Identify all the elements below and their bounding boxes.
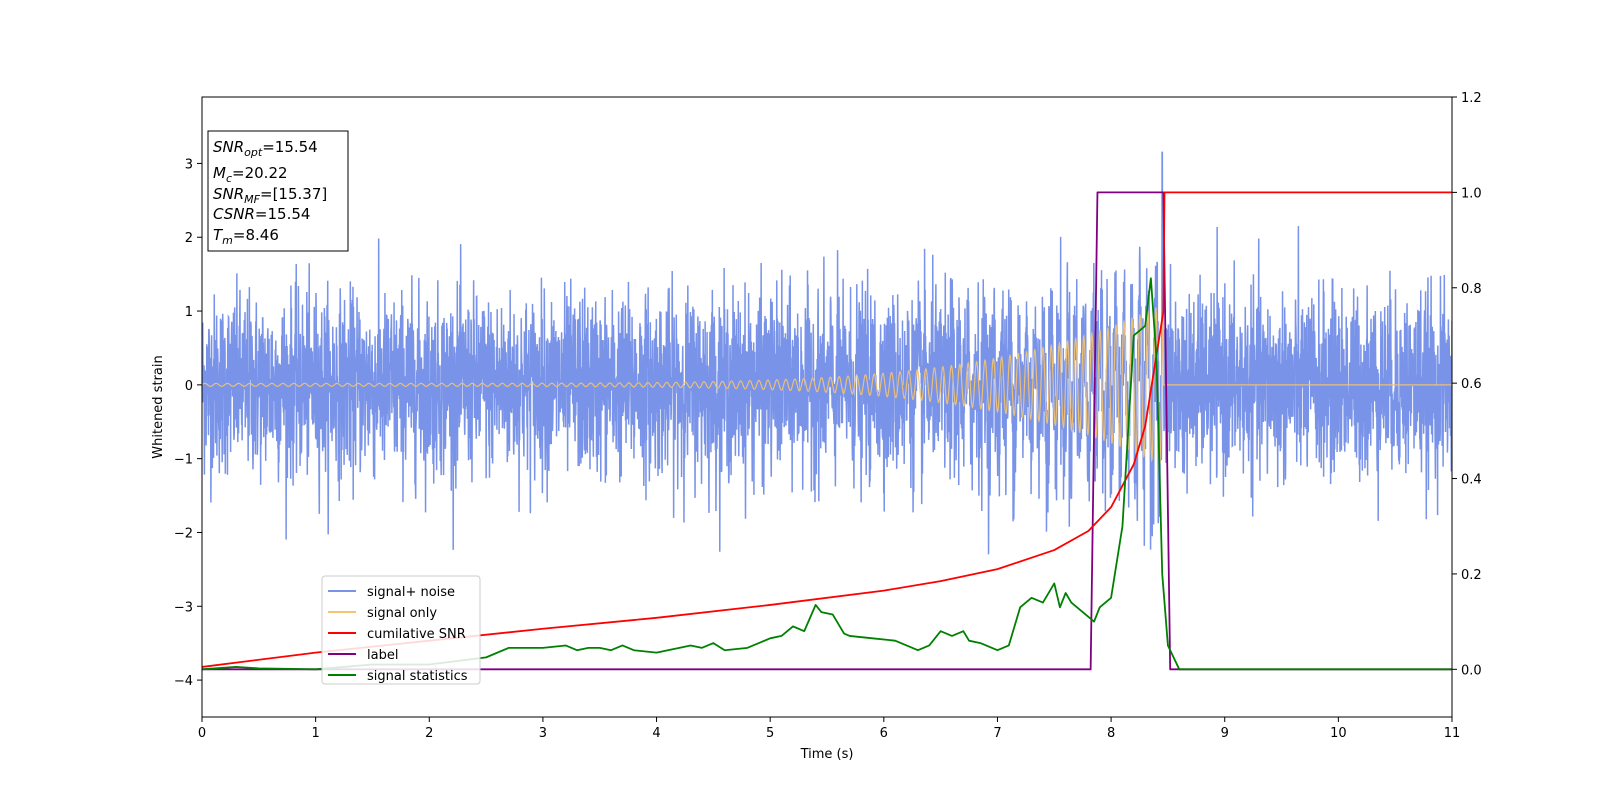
x-tick-label: 5 xyxy=(766,726,774,741)
y-left-tick-label: 2 xyxy=(185,231,193,246)
x-tick-label: 9 xyxy=(1221,726,1229,741)
y-left-tick-label: −4 xyxy=(174,674,193,689)
info-mc: Mc=20.22 xyxy=(213,164,288,185)
series-layer xyxy=(202,151,1452,671)
legend: signal+ noise signal only cumilative SNR la… xyxy=(321,575,481,685)
legend-label: label xyxy=(367,648,398,663)
y-right-tick-label: 1.0 xyxy=(1461,186,1482,201)
y-right-tick-label: 0.4 xyxy=(1461,473,1482,488)
info-snr-opt: SNRopt=15.54 xyxy=(213,138,318,159)
y-right-tick-label: 0.8 xyxy=(1461,282,1482,297)
x-tick-label: 1 xyxy=(311,726,319,741)
series-signal-statistics xyxy=(202,277,1452,671)
y-left-tick-label: −1 xyxy=(174,453,193,468)
y-left-tick-label: −2 xyxy=(174,526,193,541)
info-box: SNRopt=15.54 Mc=20.22 SNRMF=[15.37] CSNR… xyxy=(207,130,349,252)
x-tick-label: 0 xyxy=(198,726,206,741)
info-tm: Tm=8.46 xyxy=(213,226,279,247)
x-tick-label: 8 xyxy=(1107,726,1115,741)
x-tick-label: 6 xyxy=(880,726,888,741)
info-csnr: CSNR=15.54 xyxy=(213,205,310,223)
y-left-tick-label: 3 xyxy=(185,157,193,172)
legend-signal-noise: signal+ noise xyxy=(367,585,455,600)
y-left-tick-label: 0 xyxy=(185,379,193,394)
y-right-tick-label: 0.6 xyxy=(1461,377,1482,392)
x-tick-label: 4 xyxy=(652,726,660,741)
x-axis-label: Time (s) xyxy=(800,747,854,762)
x-tick-label: 7 xyxy=(993,726,1001,741)
series-cumulative-snr xyxy=(202,191,1452,668)
plot-frame xyxy=(201,96,1453,718)
legend-signal-statistics: signal statistics xyxy=(367,669,468,684)
y-axis-right: 0.0 0.2 0.4 0.6 0.8 1.0 1.2 xyxy=(1452,91,1482,678)
x-tick-label: 3 xyxy=(539,726,547,741)
x-tick-label: 11 xyxy=(1444,726,1461,741)
legend-signal-only: signal only xyxy=(367,606,437,621)
x-tick-label: 10 xyxy=(1330,726,1347,741)
x-tick-label: 2 xyxy=(425,726,433,741)
series-signal-only xyxy=(202,305,1452,465)
info-snr-mf: SNRMF=[15.37] xyxy=(213,185,327,206)
legend-cumulative-snr: cumilative SNR xyxy=(367,627,466,642)
y-left-tick-label: −3 xyxy=(174,600,193,615)
series-signal-noise xyxy=(202,151,1452,555)
x-axis: 0 1 2 3 4 5 6 7 8 9 10 11 xyxy=(198,717,1460,741)
y-right-tick-label: 1.2 xyxy=(1461,91,1482,106)
y-right-tick-label: 0.0 xyxy=(1461,663,1482,678)
y-axis-label: Whitened strain xyxy=(151,355,166,458)
y-axis-left: −4 −3 −2 −1 0 1 2 3 xyxy=(174,157,202,689)
y-left-tick-label: 1 xyxy=(185,305,193,320)
y-right-tick-label: 0.2 xyxy=(1461,568,1482,583)
